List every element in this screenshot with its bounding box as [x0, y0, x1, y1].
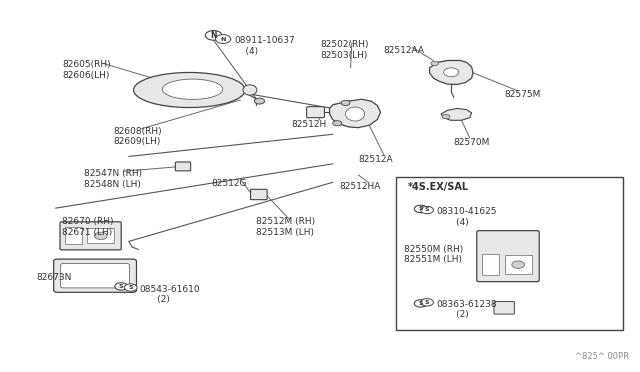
Circle shape — [442, 114, 450, 119]
FancyBboxPatch shape — [60, 222, 121, 250]
Circle shape — [124, 284, 137, 291]
Text: 08363-61238
       (2): 08363-61238 (2) — [436, 300, 497, 319]
Circle shape — [333, 121, 342, 126]
Text: S: S — [419, 301, 423, 306]
Text: 82575M: 82575M — [505, 90, 541, 99]
Text: 82512AA: 82512AA — [384, 46, 425, 55]
Text: N: N — [211, 31, 217, 40]
FancyBboxPatch shape — [494, 302, 515, 314]
Polygon shape — [330, 99, 381, 128]
Circle shape — [420, 206, 433, 214]
Circle shape — [205, 31, 222, 40]
Text: S: S — [425, 208, 429, 212]
Text: S: S — [129, 285, 133, 290]
Ellipse shape — [134, 73, 245, 108]
Circle shape — [95, 232, 107, 240]
Text: S: S — [419, 206, 423, 211]
Circle shape — [254, 98, 264, 104]
Text: ^825^ 00PR: ^825^ 00PR — [575, 352, 629, 361]
Text: 82547N (RH)
82548N (LH): 82547N (RH) 82548N (LH) — [84, 169, 142, 189]
FancyBboxPatch shape — [65, 227, 82, 244]
Text: 08911-10637
    (4): 08911-10637 (4) — [234, 36, 295, 56]
Text: 82608(RH)
82609(LH): 82608(RH) 82609(LH) — [113, 127, 161, 146]
Circle shape — [341, 100, 350, 106]
Text: 82550M (RH)
82551M (LH): 82550M (RH) 82551M (LH) — [404, 245, 463, 264]
Text: N: N — [220, 36, 226, 42]
Ellipse shape — [346, 107, 365, 121]
FancyBboxPatch shape — [88, 228, 114, 243]
Circle shape — [512, 261, 525, 268]
Text: *4S.EX/SAL: *4S.EX/SAL — [408, 182, 469, 192]
FancyBboxPatch shape — [250, 189, 267, 200]
Text: S: S — [425, 300, 429, 305]
Circle shape — [216, 35, 231, 44]
Circle shape — [420, 299, 433, 306]
Text: S: S — [119, 284, 124, 289]
Text: 82605(RH)
82606(LH): 82605(RH) 82606(LH) — [62, 61, 111, 80]
Text: 08310-41625
       (4): 08310-41625 (4) — [436, 208, 497, 227]
Polygon shape — [441, 109, 472, 120]
Circle shape — [444, 68, 459, 77]
FancyBboxPatch shape — [477, 231, 540, 282]
Text: 08543-61610
      (2): 08543-61610 (2) — [140, 285, 200, 304]
FancyBboxPatch shape — [175, 162, 191, 171]
Ellipse shape — [163, 79, 223, 99]
Text: 82512HA: 82512HA — [339, 182, 381, 191]
FancyBboxPatch shape — [505, 256, 532, 274]
Text: 82512A: 82512A — [358, 155, 393, 164]
Polygon shape — [429, 61, 473, 84]
Circle shape — [414, 205, 427, 212]
Circle shape — [414, 300, 427, 307]
Circle shape — [115, 283, 127, 290]
FancyBboxPatch shape — [54, 259, 136, 292]
Text: 82670 (RH)
82671 (LH): 82670 (RH) 82671 (LH) — [62, 217, 113, 237]
Text: 82502(RH)
82503(LH): 82502(RH) 82503(LH) — [320, 40, 369, 60]
FancyBboxPatch shape — [61, 263, 129, 288]
Text: 82512H: 82512H — [291, 119, 326, 129]
Ellipse shape — [243, 85, 257, 95]
Text: 82512G: 82512G — [212, 179, 247, 187]
FancyBboxPatch shape — [483, 254, 499, 275]
Text: 82673N: 82673N — [36, 273, 72, 282]
Circle shape — [431, 61, 438, 65]
Text: 82570M: 82570M — [454, 138, 490, 147]
Text: 82512M (RH)
82513M (LH): 82512M (RH) 82513M (LH) — [256, 217, 316, 237]
FancyBboxPatch shape — [307, 107, 324, 118]
FancyBboxPatch shape — [396, 177, 623, 330]
